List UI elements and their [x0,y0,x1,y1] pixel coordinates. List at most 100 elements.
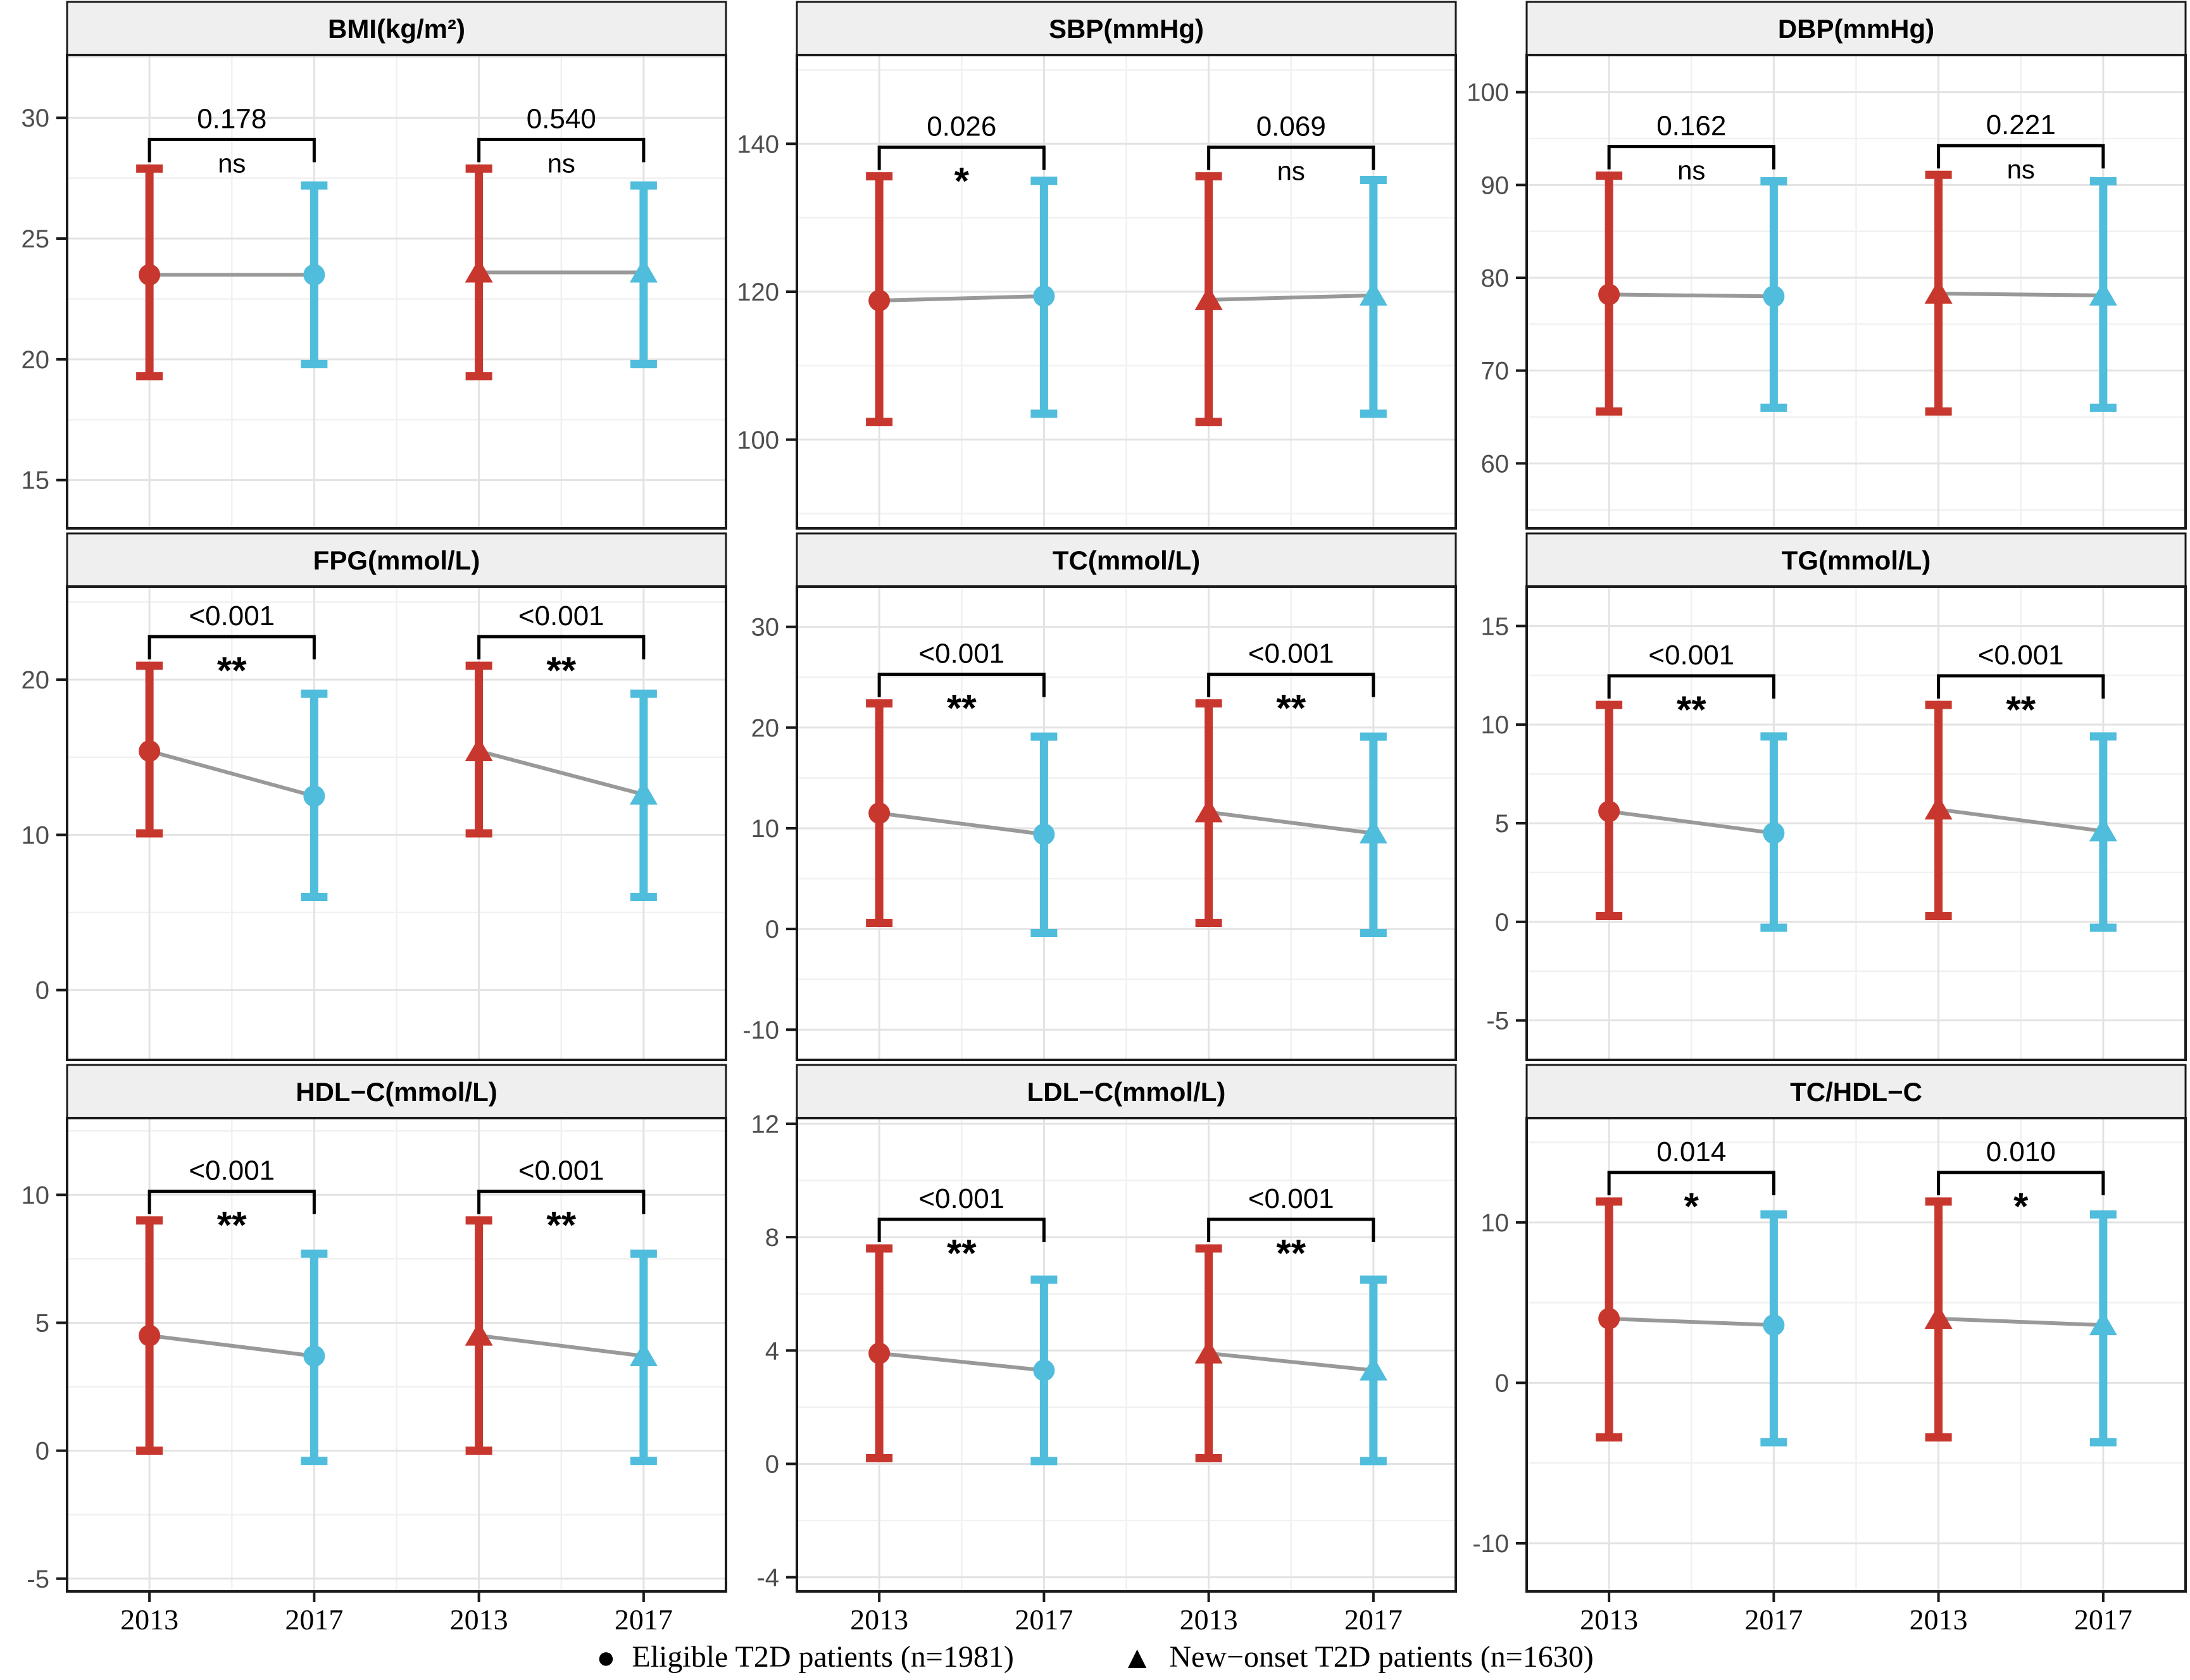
marker-circle-2017 [1763,1314,1785,1336]
marker-circle-2017 [303,1345,325,1367]
facet-header [66,1,727,56]
y-tick-label: 30 [22,104,50,132]
panel-title: TC/HDL−C [1790,1077,1922,1107]
significance-label: * [2013,1185,2029,1228]
p-value: <0.001 [918,1183,1004,1214]
pair-connector-line [479,1333,644,1358]
significance-bracket [1607,674,1775,699]
x-tick-label: 2013 [850,1603,908,1634]
circle-marker-icon: ● [596,1639,616,1675]
y-tick-label: 60 [1481,450,1510,478]
significance-label: ns [2007,154,2035,184]
significance-bracket [1607,145,1775,170]
p-value: <0.001 [189,600,275,632]
marker-triangle-2017 [2089,281,2117,306]
marker-circle-2013 [1598,1307,1620,1329]
panel-border [66,585,727,1061]
y-tick-label: 10 [751,815,780,843]
legend-label-newonset: New−onset T2D patients (n=1630) [1169,1640,1594,1674]
facet-grid: 15 20 25 30 0.178 ns 0.540 ns BMI(kg/m²) 100 120 14… [22,1,2187,1634]
significance-bracket [1937,144,2105,169]
significance-label: ** [947,1232,977,1274]
panel-border [796,1117,1457,1593]
x-tick-label: 2013 [120,1603,178,1634]
facet-header [796,1064,1457,1119]
panel-title: HDL−C(mmol/L) [296,1077,497,1107]
marker-triangle-2017 [1359,1356,1387,1381]
panel-2: 100 120 140 0.026 * 0.069 ns SBP(mmHg) [737,1,1457,530]
y-tick-label: 10 [22,821,50,849]
significance-label: ns [1277,156,1305,186]
marker-triangle-2017 [629,258,658,283]
y-tick-label: -10 [742,1016,779,1044]
p-value: <0.001 [1248,1183,1334,1214]
marker-circle-2013 [868,1342,891,1364]
panel-4: 0 10 20 <0.001 ** <0.001 ** FPG(mmol/L) [22,532,727,1061]
triangle-marker-icon: ▲ [1121,1639,1153,1675]
pair-connector-line [1938,807,2104,833]
legend: ● Eligible T2D patients (n=1981) ▲ New−o… [0,1634,2190,1680]
pair-connector-line [1938,291,2103,297]
y-tick-label: 12 [751,1111,780,1138]
pair-connector-line [1938,1316,2103,1328]
y-tick-label: 0 [35,1438,49,1465]
marker-triangle-2017 [2089,1311,2117,1336]
y-tick-label: 80 [1481,264,1510,292]
significance-bracket [477,137,646,163]
y-tick-label: 0 [1495,909,1509,936]
significance-label: * [954,160,970,202]
x-tick-label: 2017 [1344,1603,1403,1634]
panel-8: -4 0 4 8 12 <0.001 ** <0.001 ** LDL−C(mmol/L) 2013… [751,1064,1457,1634]
pair-connector-line [1208,810,1374,835]
significance-bracket [1207,1217,1375,1243]
pair-connector-line [478,749,644,797]
p-value: 0.178 [197,103,266,134]
marker-triangle-2017 [1359,819,1387,843]
pair-connector-line [1609,1316,1774,1328]
x-tick-label: 2017 [615,1603,673,1634]
marker-circle-2017 [303,264,325,286]
legend-label-eligible: Eligible T2D patients (n=1981) [632,1640,1014,1674]
p-value: 0.162 [1656,111,1726,142]
significance-bracket [1607,1171,1775,1195]
y-tick-label: 120 [737,278,779,306]
y-tick-label: -10 [1472,1530,1509,1558]
y-tick-label: 15 [1481,613,1510,640]
y-tick-label: 10 [1481,711,1510,739]
significance-label: ** [1276,1232,1306,1274]
x-tick-label: 2017 [1015,1603,1073,1634]
marker-triangle-2013 [465,1321,493,1346]
x-tick-label: 2013 [450,1603,508,1634]
y-tick-label: 25 [22,225,50,253]
marker-circle-2013 [1598,800,1620,823]
significance-bracket [877,1217,1046,1243]
marker-circle-2017 [1033,1359,1055,1381]
panel-title: BMI(kg/m²) [328,14,465,44]
panel-border [66,1117,727,1593]
significance-bracket [147,635,316,660]
marker-circle-2017 [1763,822,1785,844]
x-tick-label: 2013 [1910,1603,1968,1634]
marker-triangle-2013 [465,258,493,283]
significance-bracket [1207,673,1375,697]
p-value: 0.014 [1656,1136,1726,1167]
panel-border [1525,54,2187,530]
p-value: 0.026 [927,111,996,142]
pair-connector-line [1208,1351,1374,1372]
pair-connector-line [149,749,315,798]
marker-circle-2017 [1763,285,1785,308]
p-value: 0.221 [1986,109,2056,140]
significance-label: ns [218,148,246,178]
y-tick-label: 0 [765,916,779,943]
y-tick-label: 70 [1481,358,1510,385]
y-tick-label: 15 [22,467,50,495]
facet-header [1525,1064,2187,1119]
y-tick-label: 20 [751,714,780,742]
legend-item-eligible: ● Eligible T2D patients (n=1981) [596,1640,1014,1674]
significance-bracket [147,1190,316,1214]
panel-border [796,585,1457,1061]
legend-item-newonset: ▲ New−onset T2D patients (n=1630) [1122,1640,1594,1674]
y-tick-label: 0 [765,1450,779,1478]
y-tick-label: 0 [35,977,49,1005]
